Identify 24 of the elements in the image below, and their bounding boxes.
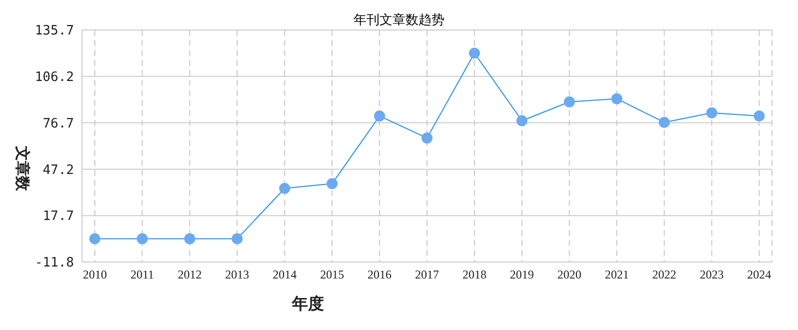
x-tick-label: 2016 (368, 268, 392, 282)
x-tick-label: 2015 (320, 268, 344, 282)
x-tick-label: 2011 (130, 268, 154, 282)
y-tick-label: 47.2 (42, 162, 74, 178)
x-tick-label: 2019 (510, 268, 534, 282)
x-axis-title: 年度 (291, 294, 324, 313)
chart-title: 年刊文章数趋势 (354, 12, 444, 27)
x-tick-label: 2020 (557, 268, 582, 282)
x-tick-label: 2017 (415, 268, 439, 282)
y-tick-label: 17.7 (42, 209, 74, 224)
x-tick-label: 2018 (462, 268, 486, 282)
x-tick-label: 2012 (178, 268, 202, 282)
y-axis-title: 文章数 (14, 145, 32, 192)
x-tick-label: 2014 (272, 268, 297, 282)
y-tick-label: 76.7 (42, 116, 74, 132)
x-tick-label: 2022 (652, 268, 676, 282)
y-tick-label: 106.2 (34, 70, 74, 86)
y-tick-label: -11.8 (34, 256, 74, 271)
y-tick-label: 135.7 (34, 24, 74, 39)
x-tick-label: 2024 (747, 268, 772, 282)
x-tick-label: 2010 (82, 268, 107, 282)
x-tick-label: 2013 (225, 268, 250, 282)
x-tick-label: 2023 (700, 268, 724, 282)
x-tick-label: 2021 (604, 268, 629, 282)
